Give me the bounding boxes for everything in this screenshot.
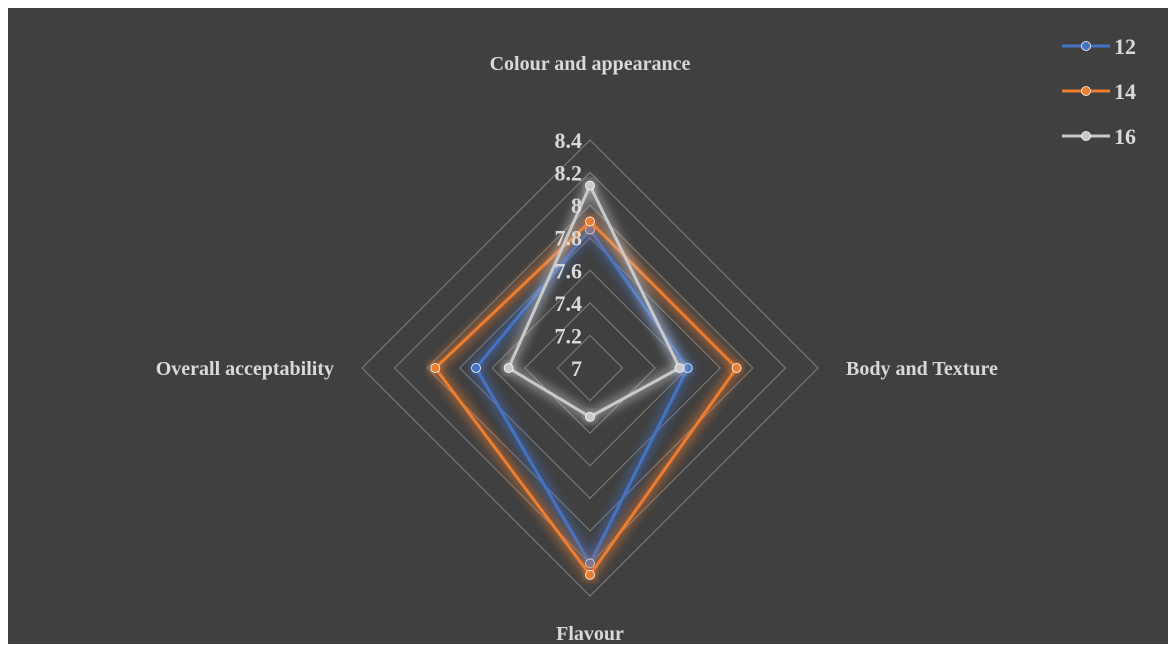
tick-label: 7.2 bbox=[555, 323, 583, 348]
chart-frame: 7 7.2 7.4 7.6 7.8 8 8.2 8.4 Colour and appearan… bbox=[8, 8, 1168, 644]
legend-item-16: 16 bbox=[1062, 124, 1136, 149]
legend-label: 14 bbox=[1114, 79, 1136, 104]
tick-label: 7 bbox=[571, 356, 582, 381]
axis-label: Flavour bbox=[556, 623, 624, 644]
axis-label: Body and Texture bbox=[846, 358, 998, 380]
legend-marker bbox=[1081, 86, 1091, 96]
axis-labels: Colour and appearance Body and Texture Fla… bbox=[156, 53, 998, 644]
grid-ring bbox=[524, 302, 656, 434]
data-point bbox=[503, 363, 514, 373]
data-point bbox=[471, 363, 481, 373]
legend-item-14: 14 bbox=[1062, 79, 1136, 104]
tick-label: 7.4 bbox=[555, 291, 583, 316]
data-point bbox=[585, 411, 595, 422]
tick-labels: 7 7.2 7.4 7.6 7.8 8 8.2 8.4 bbox=[555, 128, 583, 381]
tick-label: 8.4 bbox=[555, 128, 583, 153]
series-14 bbox=[428, 214, 744, 584]
legend: 12 14 16 bbox=[1062, 34, 1136, 149]
legend-label: 16 bbox=[1114, 124, 1136, 149]
tick-label: 8 bbox=[571, 193, 582, 218]
grid-ring bbox=[459, 237, 721, 499]
series-16 bbox=[502, 173, 687, 423]
series-layer bbox=[428, 173, 744, 584]
tick-label: 7.8 bbox=[555, 226, 583, 251]
legend-marker bbox=[1081, 41, 1091, 51]
grid-ring bbox=[556, 334, 624, 402]
legend-item-12: 12 bbox=[1062, 34, 1136, 59]
grid-ring bbox=[426, 204, 754, 532]
legend-marker bbox=[1081, 131, 1091, 141]
tick-label: 7.6 bbox=[555, 258, 583, 283]
data-point bbox=[585, 216, 595, 227]
data-point bbox=[731, 363, 742, 373]
data-point bbox=[430, 363, 441, 373]
data-point bbox=[674, 363, 685, 373]
radar-chart: 7 7.2 7.4 7.6 7.8 8 8.2 8.4 Colour and appearan… bbox=[156, 34, 1136, 644]
axis-label: Overall acceptability bbox=[156, 358, 334, 380]
data-point bbox=[585, 180, 595, 191]
legend-label: 12 bbox=[1114, 34, 1136, 59]
grid-ring bbox=[361, 139, 819, 597]
axis-label: Colour and appearance bbox=[490, 53, 691, 75]
data-point bbox=[585, 569, 595, 580]
tick-label: 8.2 bbox=[555, 161, 583, 186]
